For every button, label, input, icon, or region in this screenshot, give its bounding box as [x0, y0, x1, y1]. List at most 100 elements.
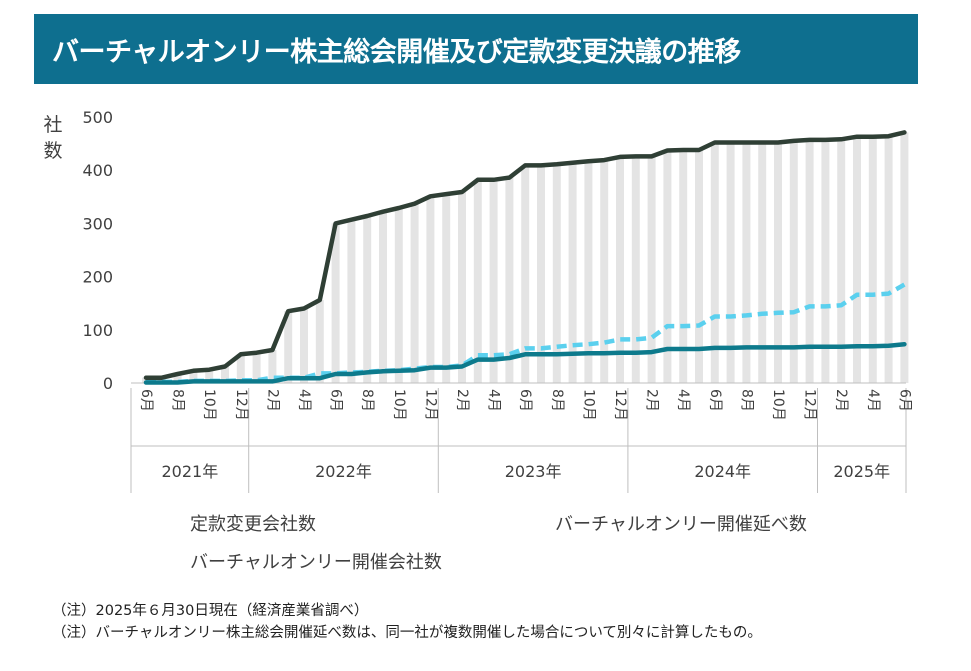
bar-2021-12	[236, 354, 245, 383]
bar-2025-01	[821, 139, 830, 383]
x-tick-label: 10月	[770, 389, 786, 421]
bar-2022-04	[300, 308, 308, 383]
background-bars	[142, 132, 909, 383]
x-tick-label: 4月	[865, 389, 881, 412]
bar-2025-05	[884, 136, 893, 383]
bar-2023-07	[537, 165, 545, 383]
axes	[130, 382, 907, 493]
bar-2024-07	[726, 142, 735, 383]
legend-item-teiken: 定款変更会社数	[120, 510, 316, 536]
bar-2021-08	[173, 373, 182, 383]
bar-2022-11	[410, 203, 419, 383]
bar-2022-12	[426, 196, 435, 383]
footnotes: （注）2025年６月30日現在（経済産業省調べ） （注）バーチャルオンリー株主総…	[52, 600, 762, 644]
x-tick-label: 2月	[454, 389, 470, 412]
bar-2022-05	[315, 300, 324, 383]
year-label-2022年: 2022年	[315, 462, 372, 481]
bar-2022-01	[252, 352, 261, 383]
x-tick-label: 10月	[580, 389, 596, 421]
legend-label-kaisai: バーチャルオンリー開催会社数	[190, 552, 442, 573]
bar-2023-02	[458, 192, 466, 383]
y-tick-label: 100	[82, 321, 113, 340]
x-tick-label: 6月	[896, 389, 912, 412]
x-tick-label: 6月	[517, 389, 533, 412]
bar-2025-06	[900, 132, 909, 383]
bar-2024-08	[742, 142, 751, 383]
bar-2021-09	[189, 370, 198, 383]
bar-2023-09	[568, 162, 577, 383]
bar-2022-07	[347, 219, 356, 383]
x-tick-label: 8月	[359, 389, 375, 412]
x-tick-label: 8月	[170, 389, 186, 412]
x-tick-label: 12月	[802, 389, 818, 421]
bar-2023-04	[489, 179, 498, 383]
y-tick-label: 0	[103, 374, 113, 393]
year-label-2024年: 2024年	[694, 462, 751, 481]
y-tick-label: 500	[82, 108, 113, 127]
x-tick-label: 12月	[612, 389, 628, 421]
line-teiken	[143, 130, 907, 380]
x-tick-label: 4月	[486, 389, 502, 412]
line-nobe	[146, 282, 906, 385]
bar-2024-03	[663, 150, 672, 383]
x-tick-label: 2月	[644, 389, 660, 412]
x-tick-label: 6月	[707, 389, 723, 412]
y-tick-label: 200	[82, 268, 113, 287]
bar-2023-10	[584, 161, 593, 383]
bar-2021-10	[205, 369, 214, 383]
x-tick-label: 4月	[296, 389, 312, 412]
bar-2022-06	[331, 223, 340, 383]
bar-2024-09	[758, 142, 767, 383]
footnote-2: （注）バーチャルオンリー株主総会開催延べ数は、同一社が複数開催した場合について別…	[52, 625, 762, 641]
bar-2022-02	[268, 350, 277, 383]
x-tick-label: 8月	[738, 389, 754, 412]
bar-2023-08	[552, 164, 561, 383]
x-tick-label: 6月	[138, 389, 154, 412]
x-tick-label: 6月	[328, 389, 344, 412]
bar-2024-06	[710, 142, 719, 383]
bar-2022-03	[284, 311, 293, 383]
year-label-2023年: 2023年	[505, 462, 562, 481]
chart-title: バーチャルオンリー株主総会開催及び定款変更決議の推移	[52, 36, 741, 68]
y-axis-label: 社数	[43, 114, 63, 162]
bar-2025-02	[837, 139, 846, 383]
bar-2023-06	[521, 165, 530, 383]
legend-item-nobe: バーチャルオンリー開催延べ数	[485, 510, 807, 536]
x-tick-label: 10月	[391, 389, 407, 421]
bar-2022-09	[379, 211, 387, 383]
x-tick-label: 4月	[675, 389, 691, 412]
bar-2024-10	[774, 142, 782, 383]
bar-2023-03	[473, 179, 482, 383]
legend-item-kaisai: バーチャルオンリー開催会社数	[120, 548, 442, 574]
x-tick-label: 12月	[422, 389, 438, 421]
bar-2022-10	[394, 207, 403, 383]
legend-label-teiken: 定款変更会社数	[190, 514, 316, 535]
bar-2023-11	[600, 160, 609, 383]
y-tick-label: 400	[82, 161, 113, 180]
axis-labels: 0 100 200 300 400 500 6月 8月 10月 12月 2月 4月 6月 8月 10月 12月…	[82, 108, 912, 481]
chart-title-banner: バーチャルオンリー株主総会開催及び定款変更決議の推移	[34, 14, 918, 84]
footnote-1: （注）2025年６月30日現在（経済産業省調べ）	[52, 603, 369, 619]
bar-2023-01	[442, 194, 451, 383]
x-tick-label: 10月	[201, 389, 217, 421]
bar-2021-11	[221, 366, 229, 383]
bar-2024-11	[789, 140, 798, 383]
line-chart: 0 100 200 300 400 500 6月 8月 10月 12月 2月 4月 6月 8月 10月 12月…	[82, 108, 912, 493]
x-tick-label: 2月	[264, 389, 280, 412]
x-tick-label: 12月	[233, 389, 249, 421]
bar-2024-04	[679, 149, 688, 383]
bar-2022-08	[363, 215, 372, 383]
bar-2023-05	[505, 177, 514, 383]
bar-2024-01	[631, 156, 640, 383]
y-tick-label: 300	[82, 214, 113, 233]
x-tick-label: 2月	[833, 389, 849, 412]
bar-2025-04	[868, 136, 877, 383]
line-kaisai	[143, 341, 907, 385]
bar-2024-02	[647, 156, 656, 383]
year-label-2021年: 2021年	[161, 462, 218, 481]
bar-2023-12	[616, 156, 624, 383]
series-lines	[143, 130, 907, 385]
legend-label-nobe: バーチャルオンリー開催延べ数	[555, 514, 807, 535]
x-tick-label: 8月	[549, 389, 565, 412]
bar-2024-12	[805, 139, 814, 383]
